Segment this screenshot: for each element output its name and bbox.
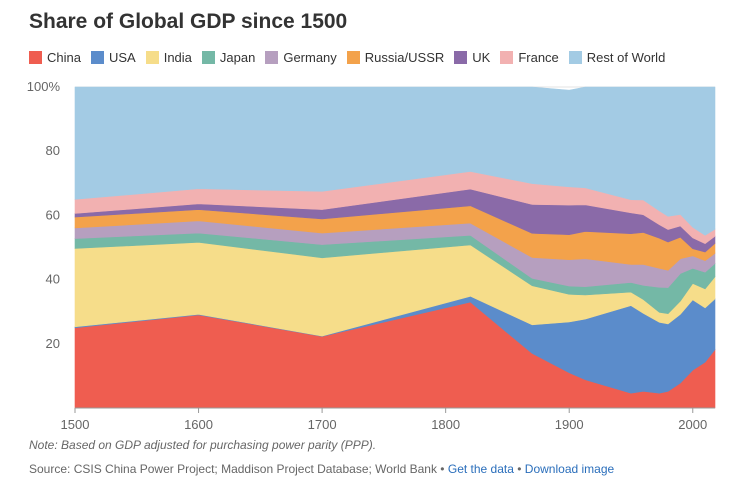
- legend-item-china[interactable]: China: [29, 50, 81, 65]
- y-tick-label: 20: [46, 336, 60, 351]
- legend-label: Russia/USSR: [364, 50, 445, 65]
- legend-item-rest-of-world[interactable]: Rest of World: [568, 50, 666, 65]
- legend-item-india[interactable]: India: [145, 50, 192, 65]
- legend-label: France: [518, 50, 559, 65]
- get-data-link[interactable]: Get the data: [447, 462, 514, 476]
- legend-swatch: [500, 51, 514, 64]
- x-tick-label: 1600: [184, 417, 213, 430]
- area-rest-of-world[interactable]: [74, 86, 716, 236]
- x-tick-label: 2000: [678, 417, 707, 430]
- legend-item-usa[interactable]: USA: [90, 50, 136, 65]
- legend-swatch: [145, 51, 159, 64]
- x-tick-label: 1700: [308, 417, 337, 430]
- chart-legend: China USA India Japan Germany Russia/USSR UK Fr…: [29, 50, 675, 65]
- y-tick-label: 40: [46, 272, 60, 287]
- legend-label: Germany: [283, 50, 337, 65]
- source-line: Source: CSIS China Power Project; Maddis…: [29, 462, 614, 476]
- legend-item-germany[interactable]: Germany: [265, 50, 337, 65]
- legend-label: China: [47, 50, 81, 65]
- legend-label: Rest of World: [586, 50, 666, 65]
- legend-label: UK: [472, 50, 491, 65]
- legend-swatch: [265, 51, 279, 64]
- legend-swatch: [29, 51, 42, 64]
- legend-label: USA: [108, 50, 136, 65]
- legend-item-uk[interactable]: UK: [454, 50, 490, 65]
- source-separator: •: [517, 462, 522, 476]
- legend-swatch: [201, 51, 215, 64]
- chart-note: Note: Based on GDP adjusted for purchasi…: [29, 438, 377, 452]
- legend-item-russia-ussr[interactable]: Russia/USSR: [346, 50, 445, 65]
- x-tick-label: 1800: [431, 417, 460, 430]
- source-text: Source: CSIS China Power Project; Maddis…: [29, 462, 445, 476]
- y-axis: 20 40 60 80 100%: [27, 79, 61, 351]
- legend-label: Japan: [219, 50, 256, 65]
- x-tick-label: 1900: [555, 417, 584, 430]
- area-series: [74, 86, 716, 409]
- legend-swatch: [454, 51, 468, 64]
- legend-swatch: [568, 51, 582, 64]
- y-tick-label: 80: [46, 143, 60, 158]
- legend-item-france[interactable]: France: [500, 50, 559, 65]
- legend-swatch: [346, 51, 360, 64]
- x-axis: 1500 1600 1700 1800 1900 2000: [61, 407, 715, 430]
- stacked-area-chart: 20 40 60 80 100% 1500 1600 1700 1800 1900 2000: [27, 79, 716, 430]
- download-image-link[interactable]: Download image: [524, 462, 615, 476]
- y-tick-label: 60: [46, 207, 60, 222]
- legend-label: India: [163, 50, 192, 65]
- y-tick-label: 100%: [27, 79, 61, 94]
- legend-swatch: [90, 51, 104, 64]
- chart-title: Share of Global GDP since 1500: [29, 10, 348, 33]
- x-tick-label: 1500: [61, 417, 90, 430]
- legend-item-japan[interactable]: Japan: [201, 50, 256, 65]
